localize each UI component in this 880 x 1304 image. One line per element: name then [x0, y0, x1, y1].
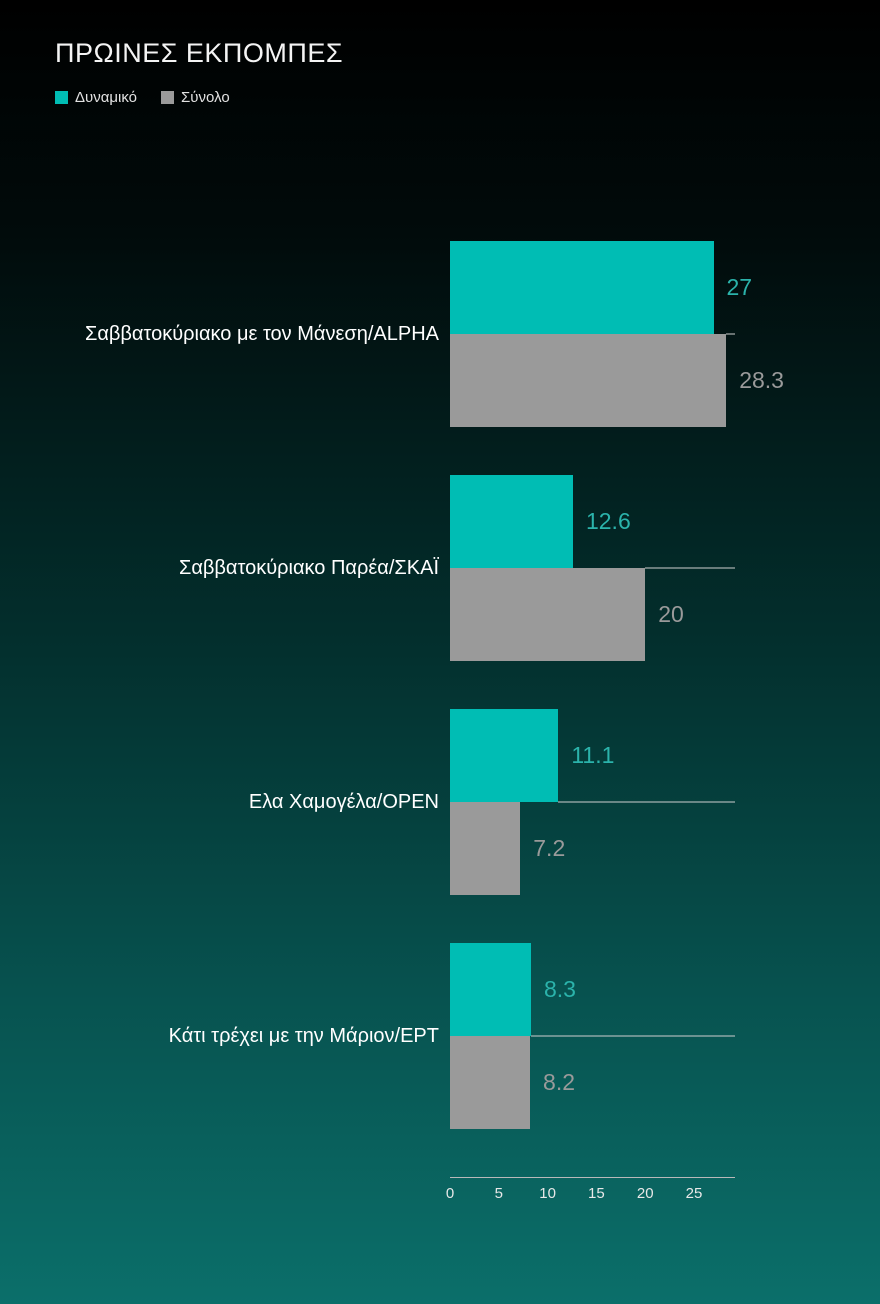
legend-label: Δυναμικό	[75, 89, 138, 106]
bar-group: 8.3	[450, 943, 735, 1036]
bar-dynamiko	[450, 475, 573, 568]
value-label: 11.1	[571, 742, 615, 768]
x-tick-label: 0	[445, 1185, 455, 1202]
legend-label: Σύνολο	[181, 89, 230, 106]
x-tick-label: 25	[685, 1185, 703, 1202]
category-baseline	[531, 1035, 735, 1037]
category-label: Σαββατοκύριακο με τον Μάνεση/ALPHA	[84, 322, 439, 345]
value-label: 20	[658, 601, 684, 627]
category-baseline	[558, 801, 735, 803]
legend: Δυναμικό Σύνολο	[55, 89, 880, 106]
value-label: 7.2	[533, 835, 566, 861]
bar-group: 27	[450, 241, 752, 334]
bar-group: 28.3	[450, 334, 784, 427]
legend-item: Σύνολο	[161, 89, 230, 106]
bar-dynamiko	[450, 943, 531, 1036]
plot-area: 8.3 8.2	[450, 943, 735, 1129]
category-baseline	[645, 567, 735, 569]
bar-dynamiko	[450, 709, 559, 802]
plot-area: 11.1 7.2	[450, 709, 735, 895]
category-baseline	[726, 333, 735, 335]
value-label: 8.3	[544, 976, 576, 1002]
bar-dynamiko	[450, 241, 714, 334]
chart-row: Ελα Χαμογέλα/OPEN 11.1 7.2	[0, 709, 880, 895]
bar-synolo	[450, 1036, 531, 1129]
x-axis: 0 5 10 15 20 25	[446, 1177, 735, 1208]
x-tick-label: 20	[636, 1185, 654, 1202]
legend-swatch	[161, 91, 175, 104]
value-label: 28.3	[739, 367, 784, 393]
bar-group: 11.1	[450, 709, 735, 802]
category-label: Κάτι τρέχει με την Μάριον/ΕΡΤ	[168, 1024, 439, 1047]
bar-group: 12.6	[450, 475, 735, 568]
chart-row: Σαββατοκύριακο με τον Μάνεση/ALPHA 27 28.3	[0, 241, 880, 427]
value-label: 12.6	[585, 508, 631, 534]
bar-group: 8.2	[450, 1036, 735, 1129]
value-label: 8.2	[543, 1069, 576, 1095]
x-tick-label: 10	[539, 1185, 556, 1202]
bar-chart: Σαββατοκύριακο με τον Μάνεση/ALPHA 27 28.3…	[0, 241, 880, 1129]
legend-item: Δυναμικό	[55, 89, 137, 106]
bar-group: 7.2	[450, 802, 735, 895]
chart-row: Κάτι τρέχει με την Μάριον/ΕΡΤ 8.3 8.2	[0, 943, 880, 1129]
value-label: 27	[726, 274, 753, 300]
category-label: Ελα Χαμογέλα/OPEN	[248, 790, 439, 813]
plot-area: 12.6 20	[450, 475, 735, 661]
chart-page: ΠΡΩΙΝΕΣ ΕΚΠΟΜΠΕΣ Δυναμικό Σύνολο Σαββατοκ…	[0, 38, 880, 1208]
bar-synolo	[450, 334, 727, 427]
bar-synolo	[450, 568, 646, 661]
plot-area: 27 28.3	[450, 241, 784, 427]
chart-title: ΠΡΩΙΝΕΣ ΕΚΠΟΜΠΕΣ	[55, 38, 344, 68]
x-tick-label: 15	[588, 1185, 605, 1202]
legend-swatch	[55, 91, 68, 104]
bar-group: 20	[450, 568, 735, 661]
x-tick-label: 5	[494, 1185, 503, 1202]
chart-row: Σαββατοκύριακο Παρέα/ΣΚΑΪ 12.6 20	[0, 475, 880, 661]
bar-synolo	[450, 802, 521, 895]
category-label: Σαββατοκύριακο Παρέα/ΣΚΑΪ	[178, 556, 439, 579]
